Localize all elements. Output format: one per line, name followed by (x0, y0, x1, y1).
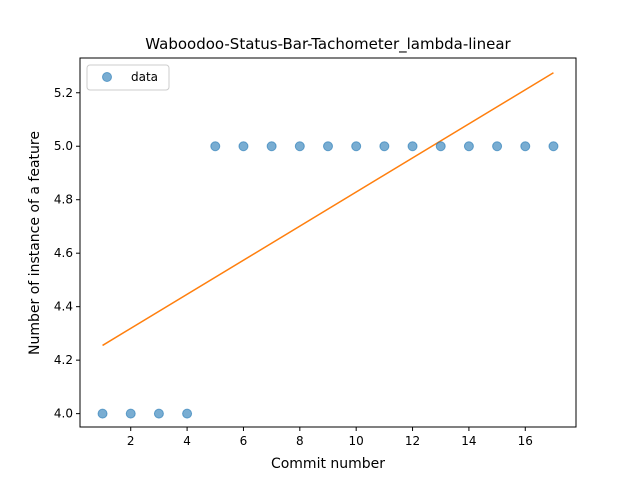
x-tick-label: 6 (240, 434, 248, 448)
data-point (548, 141, 559, 152)
data-point (153, 408, 164, 419)
data-point (323, 141, 333, 152)
data-point (351, 141, 362, 152)
y-tick-label: 4.8 (54, 193, 73, 207)
data-point (379, 141, 390, 152)
plot-area (97, 72, 559, 419)
axes-frame (79, 57, 577, 428)
data-point (407, 141, 418, 152)
legend: data (86, 64, 170, 91)
y-tick-label: 4.0 (54, 407, 73, 421)
chart-title: Waboodoo-Status-Bar-Tachometer_lambda-li… (145, 35, 511, 54)
y-axis-label: Number of instance of a feature (27, 131, 43, 355)
data-point (463, 141, 474, 152)
data-point (520, 141, 531, 152)
data-point (266, 141, 277, 152)
legend-label-data: data (131, 70, 158, 84)
y-tick-label: 4.6 (54, 246, 73, 260)
x-tick-label: 8 (296, 434, 304, 448)
data-point (97, 408, 108, 419)
data-point (125, 408, 136, 419)
x-tick-label: 14 (461, 434, 476, 448)
y-tick-label: 4.2 (54, 353, 73, 367)
y-tick-label: 5.0 (54, 139, 73, 153)
data-point (238, 141, 249, 152)
x-tick-label: 12 (405, 434, 420, 448)
y-axis: 4.0 4.2 4.4 4.6 4.8 5.0 5.2 (54, 86, 80, 421)
legend-box (86, 64, 170, 91)
x-tick-label: 16 (518, 434, 533, 448)
x-tick-label: 2 (127, 434, 135, 448)
fit-line (102, 72, 554, 347)
data-point (294, 141, 305, 152)
data-point (435, 141, 446, 152)
x-tick-label: 4 (183, 434, 191, 448)
y-tick-label: 5.2 (54, 86, 73, 100)
x-axis-label: Commit number (271, 456, 385, 472)
data-point (182, 408, 193, 419)
x-axis: 2 4 6 8 10 12 14 16 (127, 427, 533, 448)
data-point (210, 141, 221, 152)
legend-marker-data (102, 72, 112, 82)
x-tick-label: 10 (349, 434, 364, 448)
y-tick-label: 4.4 (54, 300, 73, 314)
data-point (492, 141, 503, 152)
